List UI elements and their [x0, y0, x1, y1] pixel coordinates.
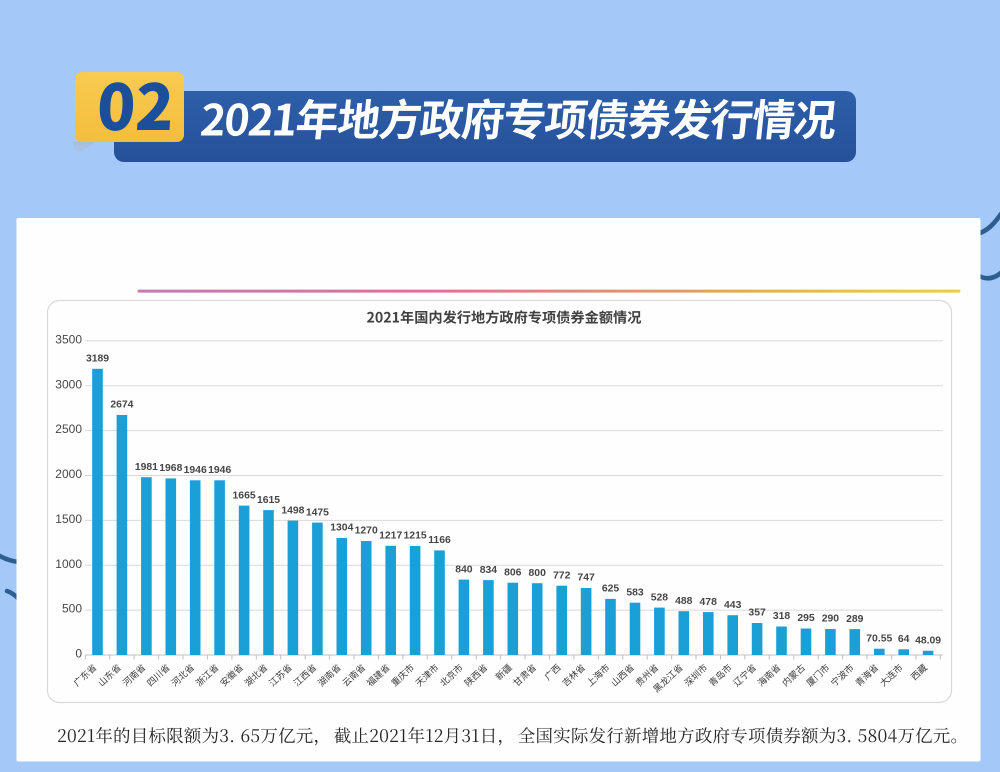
svg-text:1475: 1475 [306, 507, 329, 518]
svg-text:1000: 1000 [55, 557, 82, 571]
svg-text:1498: 1498 [281, 505, 304, 516]
svg-text:48.09: 48.09 [915, 635, 941, 646]
svg-text:1166: 1166 [428, 535, 451, 546]
svg-text:3500: 3500 [55, 333, 82, 347]
svg-text:70.55: 70.55 [866, 633, 892, 644]
svg-text:583: 583 [626, 587, 644, 598]
svg-text:625: 625 [602, 584, 620, 595]
svg-text:3189: 3189 [86, 354, 109, 365]
svg-text:2000: 2000 [55, 467, 82, 481]
svg-text:64: 64 [898, 634, 910, 645]
svg-text:290: 290 [822, 614, 840, 625]
svg-text:1215: 1215 [404, 531, 427, 542]
svg-text:1981: 1981 [135, 462, 158, 473]
svg-text:318: 318 [773, 611, 791, 622]
svg-text:1968: 1968 [159, 463, 182, 474]
svg-text:2500: 2500 [55, 422, 82, 436]
svg-text:0: 0 [75, 647, 82, 661]
svg-text:1217: 1217 [379, 531, 402, 542]
svg-text:772: 772 [553, 570, 571, 581]
svg-text:295: 295 [797, 613, 815, 624]
svg-text:1615: 1615 [257, 495, 280, 506]
svg-text:1946: 1946 [208, 465, 231, 476]
svg-text:3000: 3000 [55, 377, 82, 391]
svg-text:1946: 1946 [184, 465, 207, 476]
svg-text:500: 500 [62, 602, 82, 616]
svg-text:478: 478 [700, 597, 718, 608]
svg-text:1500: 1500 [55, 512, 82, 526]
svg-text:1270: 1270 [355, 526, 378, 537]
svg-text:834: 834 [480, 565, 498, 576]
svg-text:443: 443 [724, 600, 742, 611]
svg-text:840: 840 [455, 564, 473, 575]
svg-text:806: 806 [504, 567, 522, 578]
svg-text:488: 488 [675, 596, 693, 607]
svg-text:1665: 1665 [233, 490, 256, 501]
svg-text:2674: 2674 [110, 400, 133, 411]
svg-text:1304: 1304 [330, 523, 353, 534]
svg-text:528: 528 [651, 592, 669, 603]
svg-text:289: 289 [846, 614, 864, 625]
svg-text:800: 800 [529, 568, 547, 579]
svg-text:747: 747 [577, 573, 595, 584]
svg-text:357: 357 [748, 608, 766, 619]
